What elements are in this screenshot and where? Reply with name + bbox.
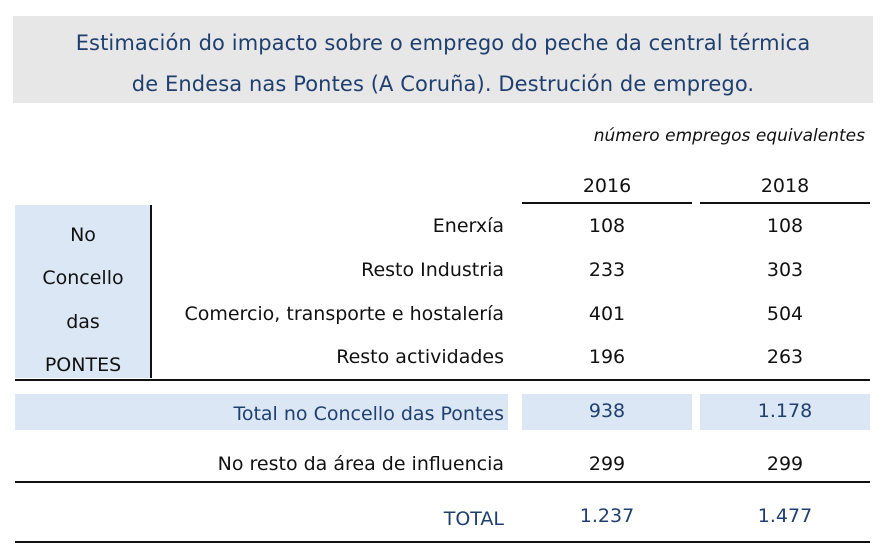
resto-area-label: No resto da área de influencia [217,453,504,475]
row-label-enerxia: Enerxía [432,215,504,237]
title-box [13,16,873,103]
grand-total-2016: 1.237 [579,505,635,527]
total-concello-2018: 1.178 [757,400,813,422]
group-label-line-3: das [66,311,100,333]
year-header-2016: 2016 [582,175,632,197]
grand-total-label: TOTAL [443,508,504,530]
cell-resto-actividades-2016: 196 [588,346,626,368]
cell-resto-actividades-2018: 263 [766,346,804,368]
unit-note: número empregos equivalentes [593,126,865,146]
row-label-resto-actividades: Resto actividades [336,346,504,368]
row-label-resto-industria: Resto Industria [361,259,504,281]
cell-resto-industria-2018: 303 [766,259,804,281]
total-concello-band-2016 [522,394,692,430]
total-concello-band [15,394,508,430]
cell-resto-industria-2016: 233 [588,259,626,281]
group-label-line-1: No [70,224,96,246]
grand-total-2018: 1.477 [757,505,813,527]
total-concello-2016: 938 [588,400,626,422]
group-bottom-rule [15,379,870,381]
year-underline-2016 [522,202,692,204]
cell-enerxia-2018: 108 [766,215,804,237]
cell-comercio-2016: 401 [588,303,626,325]
total-top-rule [15,481,870,483]
group-label-line-2: Concello [42,267,124,289]
total-concello-band-2018 [700,394,870,430]
total-concello-label: Total no Concello das Pontes [233,403,504,425]
row-label-comercio: Comercio, transporte e hostalería [184,303,504,325]
resto-area-2018: 299 [766,453,804,475]
table-title-line-1: Estimación do impacto sobre o emprego do… [75,31,811,55]
group-label-box [15,205,151,378]
resto-area-2016: 299 [588,453,626,475]
cell-comercio-2018: 504 [766,303,804,325]
year-header-2018: 2018 [760,175,810,197]
group-label-line-4: PONTES [44,354,122,376]
group-divider [150,205,152,378]
table-title-line-2: de Endesa nas Pontes (A Coruña). Destruc… [131,72,755,96]
year-underline-2018 [700,202,870,204]
cell-enerxia-2016: 108 [588,215,626,237]
table-bottom-rule [15,541,870,543]
